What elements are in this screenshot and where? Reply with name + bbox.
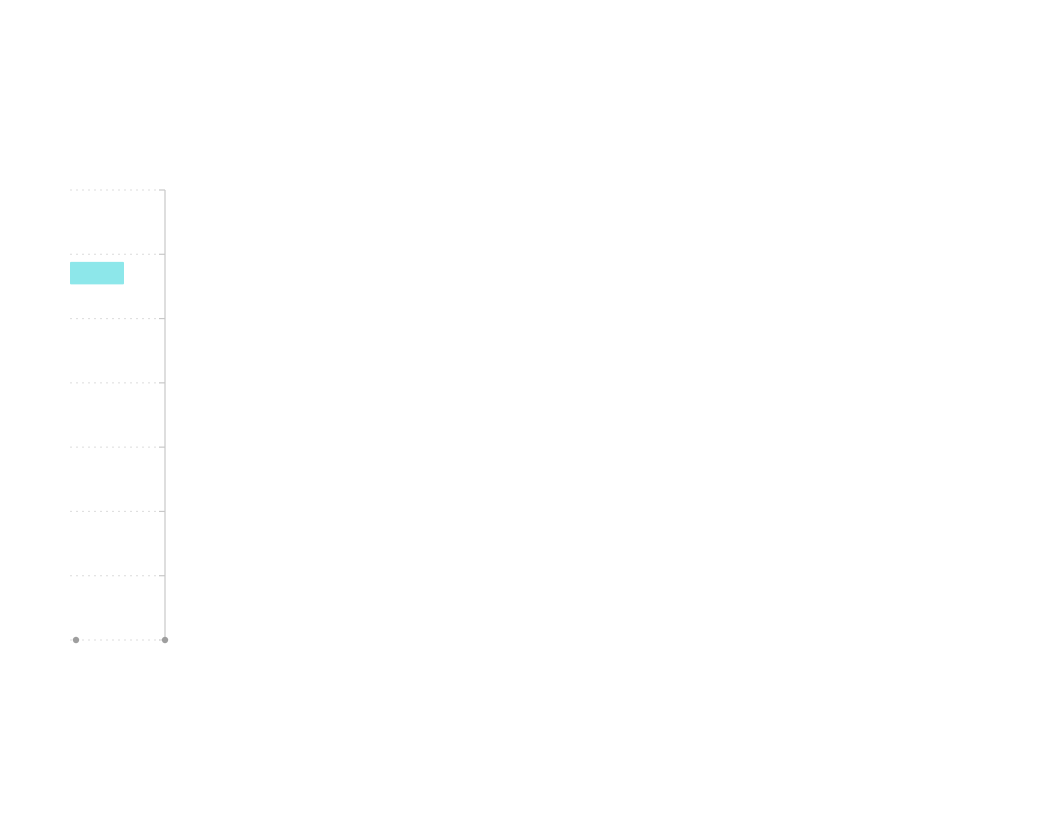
chart-container	[0, 0, 1062, 822]
axis-chart	[0, 0, 1062, 822]
